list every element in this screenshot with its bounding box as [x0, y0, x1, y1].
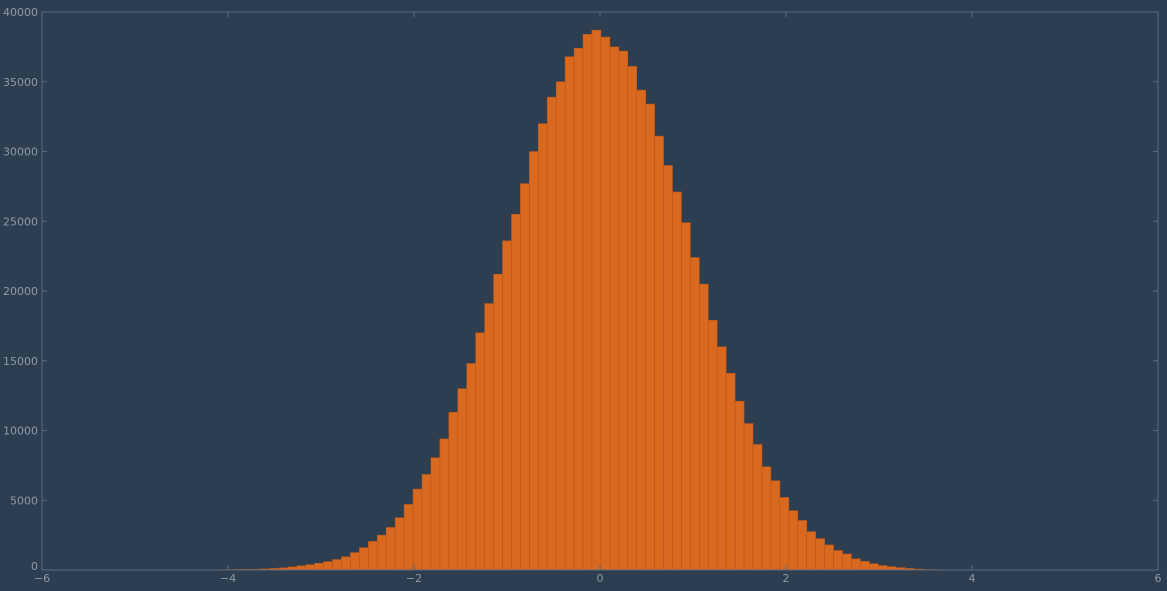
y-tick-label: 25000 — [3, 215, 38, 228]
histogram-bar — [412, 488, 423, 571]
histogram-bar — [520, 183, 530, 571]
histogram-bar — [770, 480, 781, 571]
histogram-bar — [886, 566, 897, 571]
histogram-bar — [663, 165, 673, 571]
histogram-bar — [439, 438, 450, 571]
histogram-bar — [869, 563, 879, 571]
histogram-bar — [430, 457, 441, 571]
x-tick-label: −6 — [34, 572, 50, 585]
histogram-bar — [725, 373, 736, 571]
histogram-bar — [734, 400, 745, 571]
histogram-bar — [332, 559, 342, 571]
histogram-bar — [582, 34, 593, 571]
x-axis: −6 −4 −2 0 2 4 6 — [34, 12, 1162, 585]
histogram-bar — [779, 497, 790, 571]
histogram-bar — [323, 561, 333, 571]
histogram-bar — [681, 222, 691, 571]
histogram-bar — [824, 544, 834, 571]
histogram-bar — [636, 89, 646, 571]
bars-group — [153, 29, 960, 571]
x-tick-label: 4 — [969, 572, 976, 585]
histogram-bar — [538, 123, 548, 571]
y-tick-label: 5000 — [10, 494, 38, 507]
histogram-bar — [493, 273, 503, 571]
histogram-bar — [833, 550, 843, 571]
histogram-bar — [394, 517, 405, 571]
histogram-bar — [368, 541, 378, 571]
histogram-bar — [502, 240, 512, 571]
histogram-bar — [860, 561, 870, 571]
histogram-bar — [564, 56, 575, 571]
histogram-bar — [654, 135, 664, 571]
y-tick-label: 15000 — [3, 355, 38, 368]
x-tick-label: 0 — [597, 572, 604, 585]
histogram-bar — [359, 547, 369, 571]
histogram-bar — [350, 552, 360, 571]
histogram-bar — [403, 504, 414, 571]
histogram-bar — [376, 534, 387, 571]
histogram-bar — [484, 303, 494, 571]
histogram-bar — [341, 556, 351, 571]
histogram-bar — [573, 47, 584, 571]
x-tick-label: −2 — [406, 572, 422, 585]
histogram-bar — [851, 558, 861, 571]
histogram-bar — [707, 319, 718, 571]
histogram-bar — [296, 565, 306, 571]
histogram-bar — [511, 213, 521, 571]
histogram-bar — [627, 66, 638, 571]
histogram-bar — [618, 50, 629, 571]
histogram-bar — [672, 191, 682, 571]
histogram-bar — [546, 96, 557, 571]
histogram-bar — [645, 103, 655, 571]
y-tick-label: 0 — [31, 560, 38, 573]
histogram-bar — [385, 527, 396, 571]
histogram-bar — [555, 81, 566, 571]
histogram-bar — [466, 363, 476, 571]
histogram-bar — [475, 332, 485, 571]
histogram-bar — [421, 474, 432, 571]
y-axis: 0 5000 10000 15000 20000 25000 30000 35000 40000 — [3, 6, 1158, 573]
histogram-bar — [788, 510, 799, 571]
histogram-bar — [699, 283, 709, 571]
histogram-bar — [752, 444, 763, 571]
x-tick-label: 6 — [1155, 572, 1162, 585]
histogram-bar — [457, 388, 468, 571]
histogram-bar — [448, 412, 459, 571]
histogram-bar — [877, 565, 888, 571]
x-tick-label: 2 — [783, 572, 790, 585]
y-tick-label: 40000 — [3, 6, 38, 19]
histogram-bar — [797, 520, 808, 571]
y-tick-label: 35000 — [3, 76, 38, 89]
y-tick-label: 30000 — [3, 146, 38, 159]
histogram-bar — [806, 531, 816, 571]
histogram-bar — [305, 564, 315, 571]
histogram-bar — [591, 29, 602, 571]
histogram-bar — [600, 36, 611, 571]
y-tick-label: 10000 — [3, 425, 38, 438]
histogram-bar — [529, 151, 539, 571]
histogram-bar — [842, 553, 852, 571]
y-tick-label: 20000 — [3, 285, 38, 298]
histogram-bar — [690, 257, 700, 571]
histogram-bar — [716, 346, 727, 571]
x-tick-label: −4 — [220, 572, 236, 585]
histogram-bar — [609, 46, 620, 571]
histogram-bar — [743, 423, 754, 571]
histogram-bar — [815, 538, 825, 571]
histogram-bar — [761, 466, 772, 571]
histogram-bar — [314, 563, 324, 571]
